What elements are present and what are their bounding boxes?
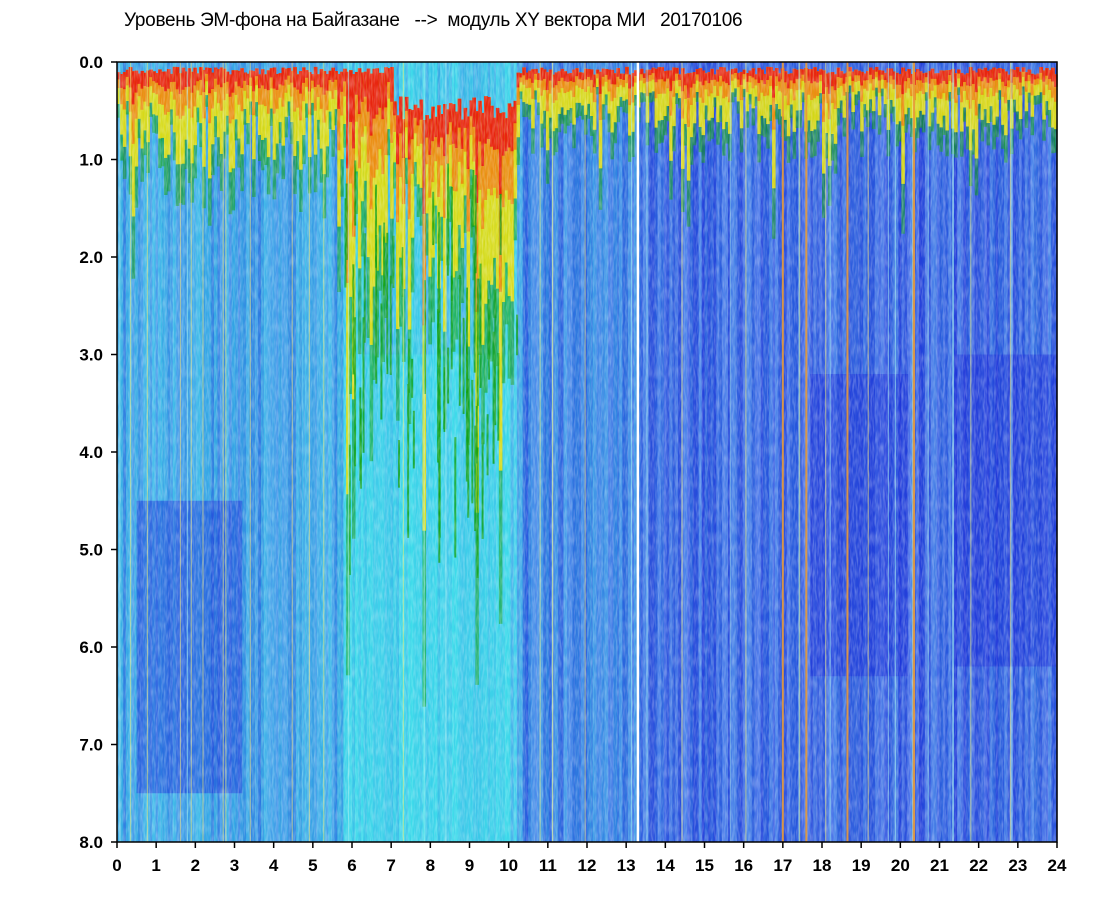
y-tick-label: 7.0 <box>79 736 103 755</box>
x-tick-label: 12 <box>578 856 597 875</box>
x-tick-label: 2 <box>191 856 200 875</box>
x-tick-label: 3 <box>230 856 239 875</box>
x-tick-label: 18 <box>813 856 832 875</box>
x-tick-label: 23 <box>1008 856 1027 875</box>
x-tick-label: 6 <box>347 856 356 875</box>
x-tick-label: 22 <box>969 856 988 875</box>
y-tick-label: 3.0 <box>79 346 103 365</box>
axes: 0.01.02.03.04.05.06.07.08.00 1 2 3 4 5 6 7 8 9 10 1… <box>79 53 1067 875</box>
x-tick-label: 13 <box>617 856 636 875</box>
chart-title: Уровень ЭМ-фона на Байгазане --> модуль … <box>124 10 743 31</box>
y-tick-label: 0.0 <box>79 53 103 72</box>
x-tick-label: 16 <box>734 856 753 875</box>
x-tick-label: 14 <box>656 856 675 875</box>
x-tick-label: 17 <box>773 856 792 875</box>
y-tick-label: 1.0 <box>79 151 103 170</box>
x-tick-label: 9 <box>465 856 474 875</box>
x-tick-label: 5 <box>308 856 317 875</box>
noise-texture <box>117 62 1057 842</box>
y-tick-label: 8.0 <box>79 833 103 852</box>
x-tick-label: 10 <box>499 856 518 875</box>
x-tick-label: 20 <box>891 856 910 875</box>
x-tick-label: 8 <box>426 856 435 875</box>
y-tick-label: 4.0 <box>79 443 103 462</box>
x-tick-label: 7 <box>386 856 395 875</box>
x-tick-label: 24 <box>1048 856 1067 875</box>
x-tick-label: 0 <box>112 856 121 875</box>
x-tick-label: 11 <box>539 856 557 875</box>
x-tick-label: 21 <box>930 856 949 875</box>
x-tick-label: 19 <box>852 856 871 875</box>
y-tick-label: 5.0 <box>79 541 103 560</box>
plot-area <box>117 62 1058 842</box>
x-tick-label: 15 <box>695 856 714 875</box>
x-tick-label: 4 <box>269 856 279 875</box>
y-tick-label: 2.0 <box>79 248 103 267</box>
y-tick-label: 6.0 <box>79 638 103 657</box>
x-tick-label: 1 <box>151 856 160 875</box>
